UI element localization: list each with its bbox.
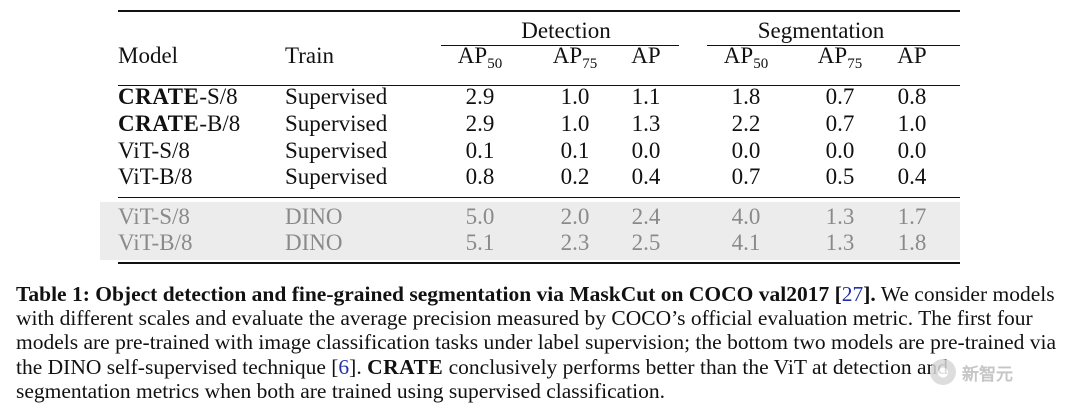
header-train: Train bbox=[285, 43, 334, 68]
row-value: 0.2 bbox=[560, 164, 590, 189]
row-model: ViT-B/8 bbox=[118, 230, 193, 255]
detection-group-rule bbox=[441, 45, 679, 46]
watermark-text: 新智元 bbox=[962, 364, 1013, 385]
row-value: 1.3 bbox=[825, 230, 855, 255]
row-model: ViT-S/8 bbox=[118, 204, 190, 229]
row-value: 4.1 bbox=[731, 230, 761, 255]
caption-crate: CRATE bbox=[367, 354, 444, 379]
row-value: 2.9 bbox=[465, 84, 495, 109]
row-value: 1.0 bbox=[897, 111, 927, 136]
citation-6[interactable]: 6 bbox=[338, 354, 350, 379]
row-train: Supervised bbox=[285, 164, 388, 189]
row-value: 0.4 bbox=[631, 164, 661, 189]
row-model: ViT-S/8 bbox=[118, 138, 190, 163]
row-model: CRATE-B/8 bbox=[118, 111, 241, 136]
caption-text-3: conclusively performs better than the Vi… bbox=[16, 354, 949, 403]
row-value: 4.0 bbox=[731, 204, 761, 229]
watermark-logo-icon: ● bbox=[930, 359, 956, 385]
header-metric: AP bbox=[631, 43, 661, 68]
row-value: 2.9 bbox=[465, 111, 495, 136]
header-metric: AP50 bbox=[723, 43, 769, 72]
row-value: 1.3 bbox=[631, 111, 661, 136]
row-value: 2.0 bbox=[560, 204, 590, 229]
section-rule bbox=[118, 197, 960, 198]
row-train: DINO bbox=[285, 230, 343, 255]
row-value: 1.1 bbox=[631, 84, 661, 109]
row-value: 0.8 bbox=[897, 84, 927, 109]
caption-text-1: We consider models with different scales… bbox=[16, 282, 1057, 379]
row-model: CRATE-S/8 bbox=[118, 84, 238, 109]
row-value: 0.5 bbox=[825, 164, 855, 189]
row-value: 1.0 bbox=[560, 84, 590, 109]
row-value: 1.8 bbox=[897, 230, 927, 255]
row-value: 2.5 bbox=[631, 230, 661, 255]
row-value: 0.1 bbox=[560, 138, 590, 163]
row-model: ViT-B/8 bbox=[118, 164, 193, 189]
row-value: 5.1 bbox=[465, 230, 495, 255]
row-value: 1.0 bbox=[560, 111, 590, 136]
group-segmentation: Segmentation bbox=[757, 18, 885, 43]
row-train: Supervised bbox=[285, 84, 388, 109]
row-value: 2.3 bbox=[560, 230, 590, 255]
caption-label: Table 1: Object detection and fine-grain… bbox=[16, 282, 842, 306]
row-value: 0.0 bbox=[825, 138, 855, 163]
row-value: 2.4 bbox=[631, 204, 661, 229]
row-value: 0.0 bbox=[731, 138, 761, 163]
table-caption: Table 1: Object detection and fine-grain… bbox=[16, 282, 1057, 403]
row-train: DINO bbox=[285, 204, 343, 229]
row-value: 0.0 bbox=[631, 138, 661, 163]
header-metric: AP bbox=[897, 43, 927, 68]
row-value: 0.4 bbox=[897, 164, 927, 189]
row-value: 1.3 bbox=[825, 204, 855, 229]
row-value: 5.0 bbox=[465, 204, 495, 229]
row-value: 0.0 bbox=[897, 138, 927, 163]
row-value: 1.7 bbox=[897, 204, 927, 229]
header-metric: AP75 bbox=[817, 43, 863, 72]
row-value: 0.1 bbox=[465, 138, 495, 163]
row-value: 1.8 bbox=[731, 84, 761, 109]
row-value: 0.8 bbox=[465, 164, 495, 189]
header-model: Model bbox=[118, 43, 179, 68]
group-detection: Detection bbox=[521, 18, 611, 43]
row-value: 0.7 bbox=[825, 84, 855, 109]
header-metric: AP50 bbox=[457, 43, 503, 72]
citation-27[interactable]: 27 bbox=[841, 282, 864, 306]
watermark: ● 新智元 bbox=[930, 357, 1050, 387]
row-train: Supervised bbox=[285, 111, 388, 136]
segmentation-group-rule bbox=[707, 45, 960, 46]
row-value: 0.7 bbox=[731, 164, 761, 189]
row-value: 0.7 bbox=[825, 111, 855, 136]
bottom-rule bbox=[118, 262, 960, 264]
row-train: Supervised bbox=[285, 138, 388, 163]
dino-rows-highlight bbox=[100, 202, 960, 260]
header-metric: AP75 bbox=[552, 43, 598, 72]
row-value: 2.2 bbox=[731, 111, 761, 136]
top-rule bbox=[118, 10, 960, 12]
header-rule bbox=[118, 85, 960, 86]
